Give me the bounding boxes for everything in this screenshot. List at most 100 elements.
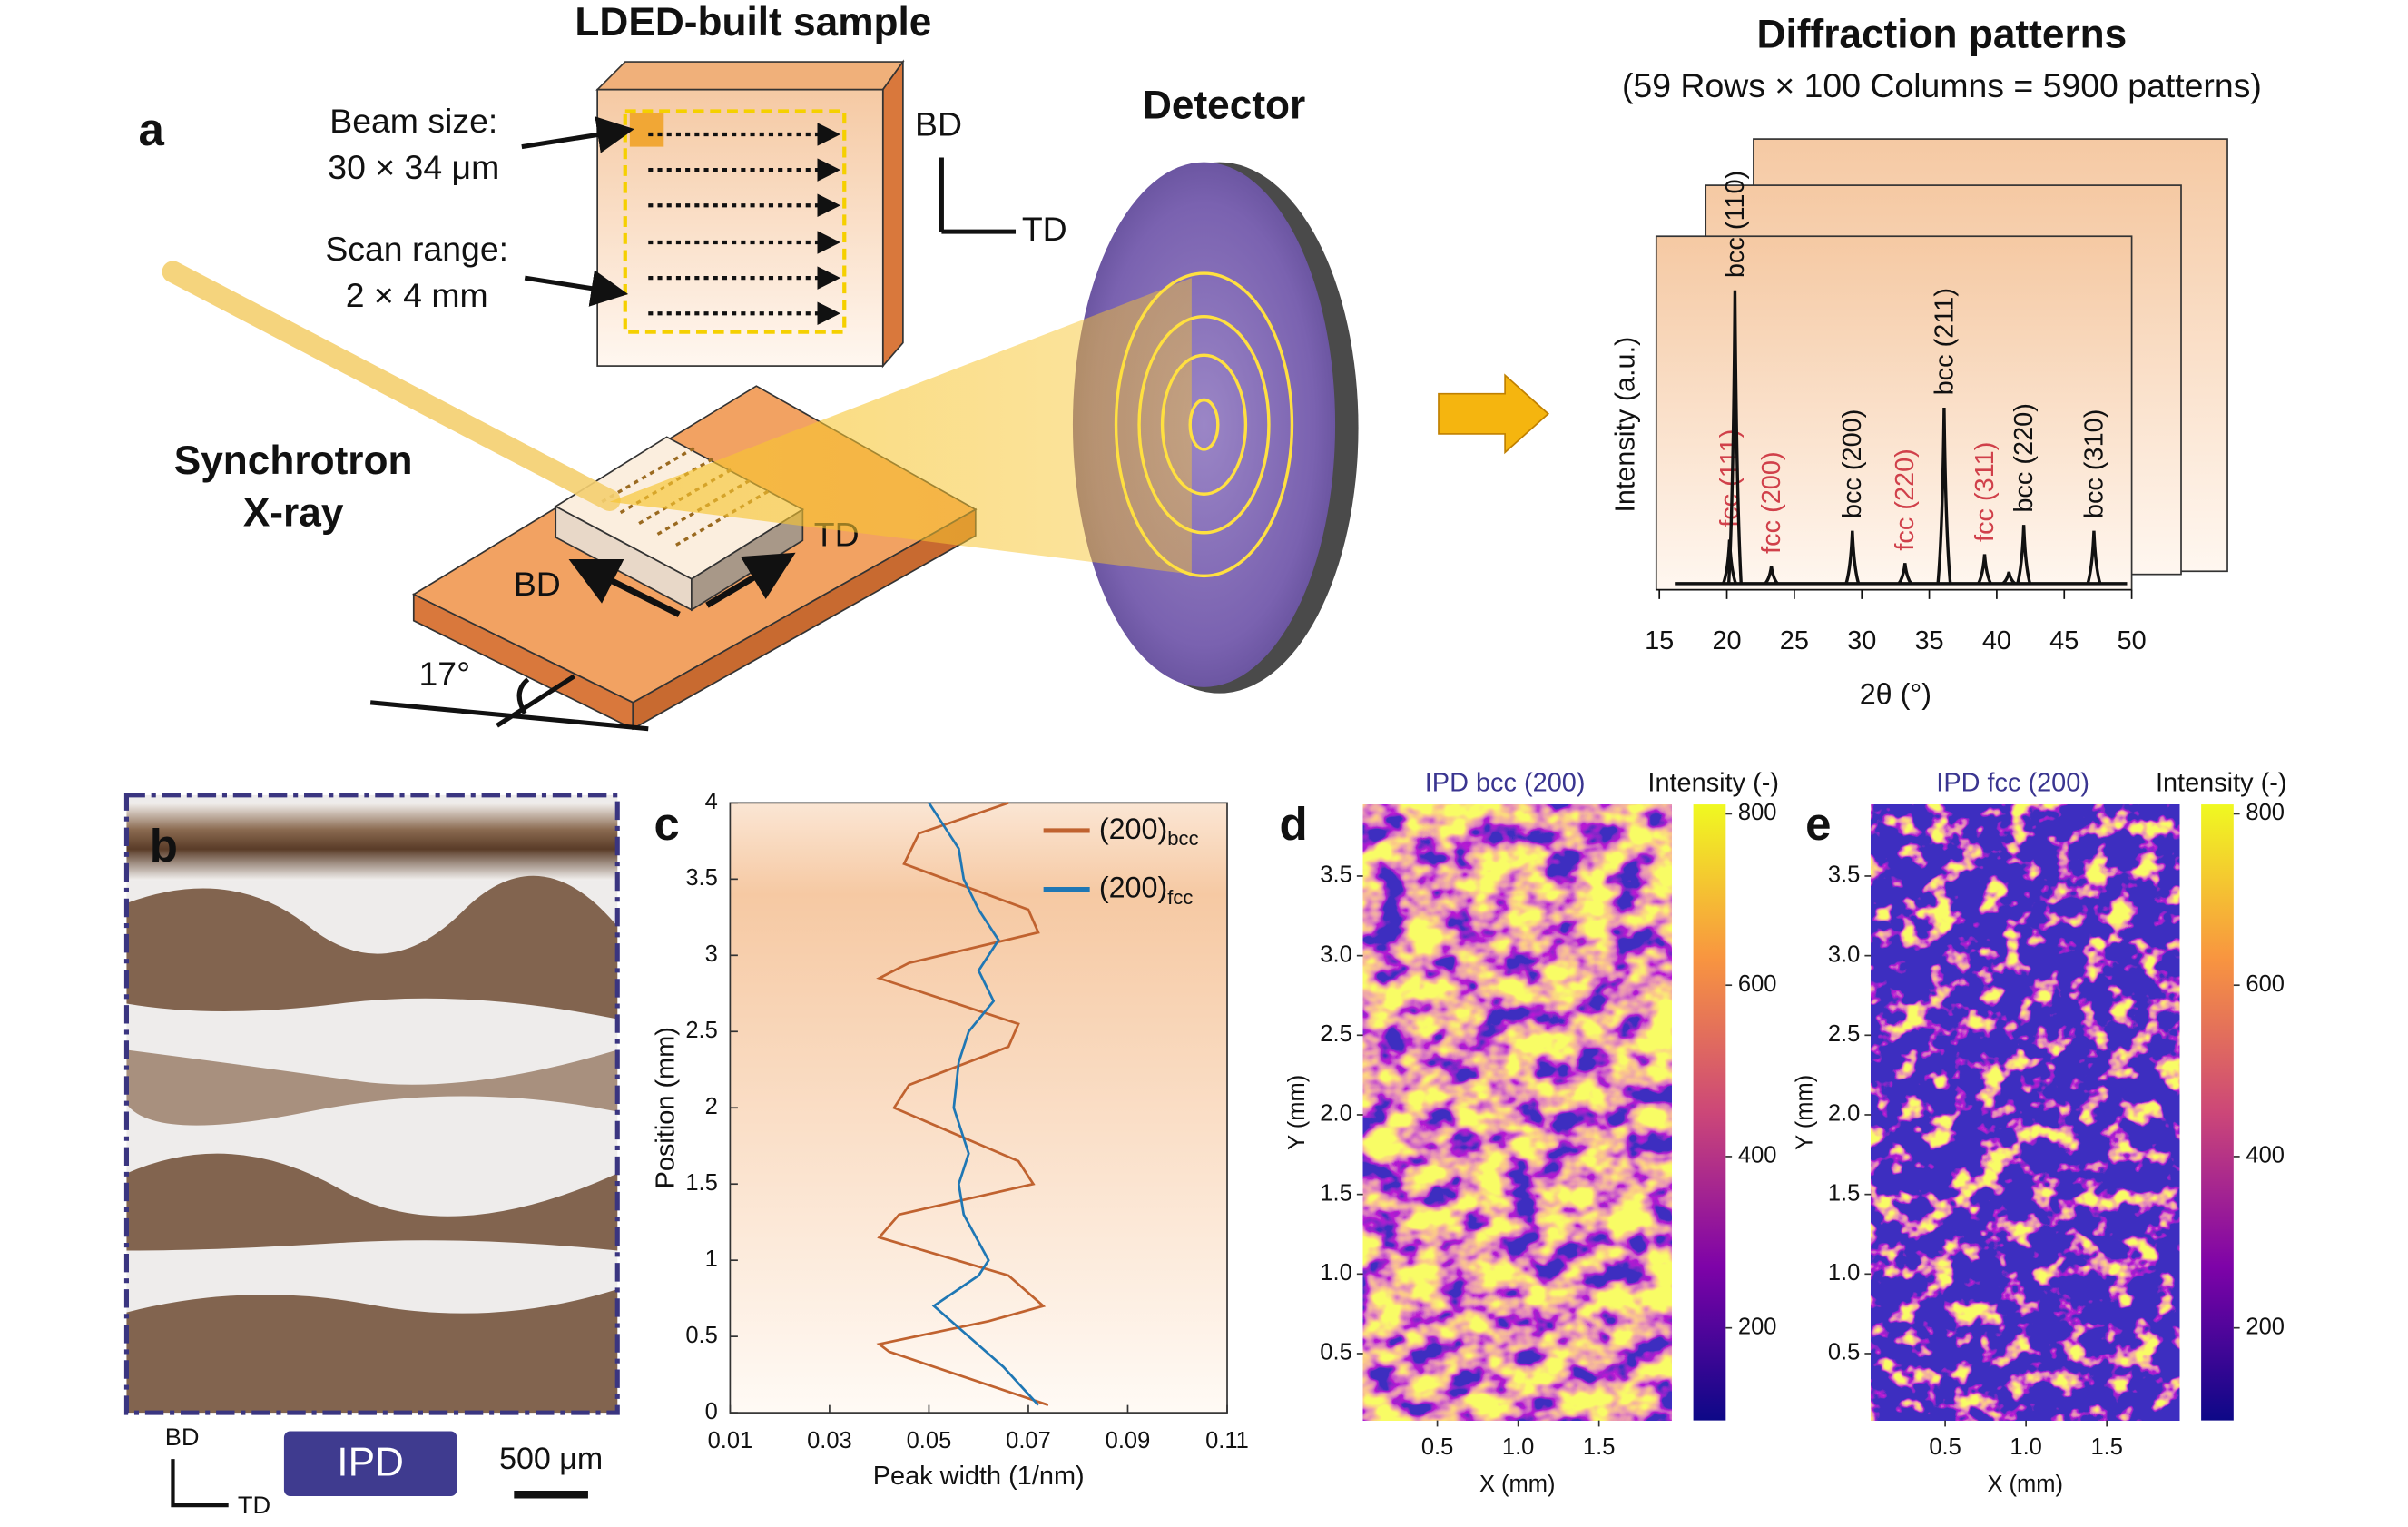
pointer bbox=[524, 270, 629, 307]
legend-name: (200) bbox=[1099, 871, 1167, 903]
y-axis-label: Intensity (a.u.) bbox=[1610, 337, 1641, 513]
flow-arrow bbox=[1438, 373, 1550, 455]
block-side bbox=[881, 59, 904, 369]
label: 30 × 34 μm bbox=[328, 148, 499, 186]
colorbar-tick-label: 200 bbox=[2246, 1314, 2285, 1339]
peak-label: bcc (310) bbox=[2079, 409, 2108, 519]
y-tick-label: 2.5 bbox=[685, 1018, 717, 1043]
axes-icon bbox=[939, 157, 1017, 234]
band bbox=[126, 803, 618, 881]
peak bbox=[1726, 290, 1743, 584]
colorbar-tick-label: 200 bbox=[1738, 1314, 1777, 1339]
x-axis-label: 2θ (°) bbox=[1860, 678, 1931, 711]
label: TD bbox=[1022, 210, 1067, 248]
x-tick-label: 0.07 bbox=[1006, 1428, 1051, 1453]
panel-label: b bbox=[150, 820, 178, 872]
band bbox=[126, 1153, 618, 1251]
line bbox=[876, 802, 1049, 1407]
x-tick-label: 50 bbox=[2118, 626, 2147, 655]
peak-label: fcc (311) bbox=[1971, 442, 2000, 542]
ipd-badge bbox=[283, 1431, 457, 1496]
plot-bg bbox=[730, 803, 1228, 1414]
peak-label: fcc (220) bbox=[1891, 448, 1920, 550]
chart-title: Diffraction patterns bbox=[1757, 13, 2128, 57]
legend-label: (200)bcc bbox=[1099, 813, 1199, 851]
colorbar-tick-label: 600 bbox=[1738, 971, 1777, 997]
y-tick-label: 3.0 bbox=[1828, 941, 1860, 967]
y-tick-label: 2.0 bbox=[1320, 1101, 1351, 1127]
x-tick-label: 0.5 bbox=[1929, 1434, 1961, 1460]
y-tick-label: 3 bbox=[705, 941, 718, 967]
band bbox=[126, 1289, 618, 1414]
colorbar-tick-label: 800 bbox=[2246, 800, 2285, 825]
pointer bbox=[521, 116, 634, 153]
x-tick-label: 1.0 bbox=[1502, 1434, 1534, 1460]
label: IPD bbox=[337, 1441, 404, 1485]
x-tick-label: 15 bbox=[1645, 626, 1674, 655]
td-arrow bbox=[705, 552, 796, 608]
panel-label: e bbox=[1805, 798, 1831, 850]
y-tick-label: 0.5 bbox=[685, 1323, 717, 1348]
y-tick-label: 3.0 bbox=[1320, 941, 1351, 967]
x-tick-label: 40 bbox=[1982, 626, 2011, 655]
x-tick-label: 0.09 bbox=[1106, 1428, 1151, 1453]
x-tick-label: 20 bbox=[1712, 626, 1741, 655]
peak bbox=[1897, 563, 1913, 585]
y-tick-label: 4 bbox=[705, 789, 718, 814]
x-axis-label: X (mm) bbox=[1987, 1472, 2063, 1497]
x-tick-label: 0.01 bbox=[708, 1428, 753, 1453]
heatmap-image bbox=[1362, 804, 1672, 1421]
label: Scan range: bbox=[325, 230, 508, 268]
panel-label: a bbox=[138, 103, 164, 155]
x-tick-label: 0.11 bbox=[1205, 1428, 1249, 1453]
peak bbox=[1977, 554, 1992, 585]
x-tick-label: 25 bbox=[1780, 626, 1809, 655]
angle-lines bbox=[369, 674, 649, 732]
band bbox=[126, 1049, 618, 1126]
colorbar bbox=[1693, 804, 1726, 1421]
band bbox=[126, 875, 618, 1020]
y-tick-label: 1.5 bbox=[685, 1170, 717, 1196]
peak bbox=[1764, 566, 1779, 585]
axes-icon bbox=[171, 1459, 229, 1508]
label: Synchrotron bbox=[174, 438, 413, 483]
label: X-ray bbox=[243, 491, 344, 536]
beam-spot bbox=[629, 113, 664, 147]
panel-label: d bbox=[1280, 798, 1308, 850]
peak bbox=[2086, 530, 2102, 585]
y-tick-label: 1.5 bbox=[1320, 1180, 1351, 1206]
label: BD bbox=[514, 565, 561, 603]
y-tick-label: 1 bbox=[705, 1246, 718, 1272]
colorbar-label: Intensity (-) bbox=[1647, 769, 1779, 798]
x-tick-label: 35 bbox=[1914, 626, 1943, 655]
label: Beam size: bbox=[329, 102, 497, 140]
angle-arc bbox=[516, 677, 530, 714]
x-tick-label: 0.03 bbox=[807, 1428, 852, 1453]
legend-subscript: bcc bbox=[1167, 827, 1198, 850]
scan-area bbox=[623, 109, 847, 334]
y-tick-label: 2.0 bbox=[1828, 1101, 1860, 1127]
y-axis-label: Y (mm) bbox=[1284, 1075, 1310, 1150]
label: 17° bbox=[418, 655, 470, 693]
schematic: a Beam size: 30 × 34 μm Scan range: 2 × … bbox=[138, 0, 2228, 732]
label: Detector bbox=[1143, 84, 1305, 128]
y-tick-label: 0.5 bbox=[1828, 1340, 1860, 1365]
peak bbox=[2001, 571, 2017, 586]
peak-label: bcc (211) bbox=[1930, 288, 1959, 395]
x-axis-label: Peak width (1/nm) bbox=[873, 1462, 1085, 1491]
label: BD bbox=[915, 104, 962, 143]
x-tick-label: 1.0 bbox=[2010, 1434, 2041, 1460]
y-tick-label: 0.5 bbox=[1320, 1340, 1351, 1365]
y-axis-label: Y (mm) bbox=[1792, 1075, 1817, 1150]
heatmap-image bbox=[1871, 804, 2180, 1421]
x-ray-beam bbox=[162, 261, 621, 511]
title: LDED-built sample bbox=[575, 0, 931, 44]
y-tick-label: 2.5 bbox=[1828, 1021, 1860, 1047]
colorbar bbox=[2201, 804, 2234, 1421]
x-axis-label: X (mm) bbox=[1479, 1472, 1556, 1497]
diffraction-cone bbox=[609, 278, 1192, 575]
peak-label: fcc (111) bbox=[1715, 429, 1745, 527]
peak bbox=[2016, 525, 2032, 585]
x-tick-label: 1.5 bbox=[1583, 1434, 1615, 1460]
label: TD bbox=[238, 1491, 270, 1519]
